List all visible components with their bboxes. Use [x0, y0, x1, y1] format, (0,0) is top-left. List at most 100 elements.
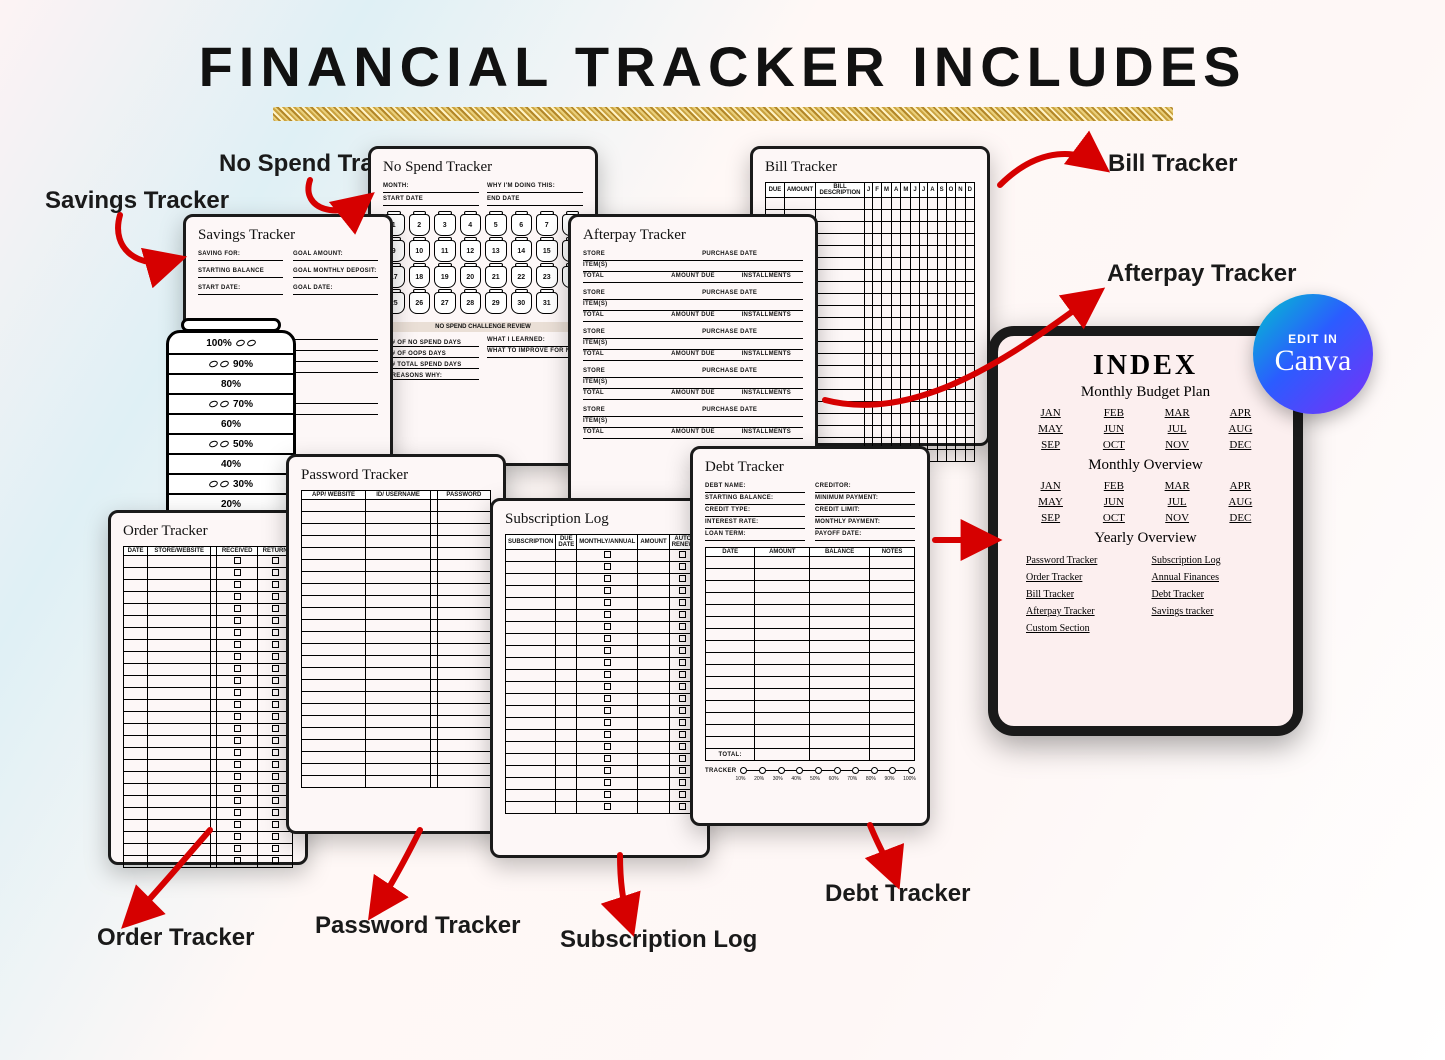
- index-month[interactable]: DEC: [1214, 439, 1267, 451]
- tracker-tick: 40%: [796, 767, 803, 774]
- jar-day-icon: 3: [434, 214, 456, 236]
- index-link[interactable]: Debt Tracker: [1152, 589, 1266, 600]
- table-row: [124, 700, 293, 712]
- index-month[interactable]: DEC: [1214, 512, 1267, 524]
- index-month[interactable]: JUL: [1151, 423, 1204, 435]
- jar-day-icon: 14: [511, 240, 533, 262]
- table-row: [302, 584, 491, 596]
- jar-level: 60%: [169, 413, 293, 433]
- bill-col: J: [864, 183, 872, 198]
- table-row: [706, 593, 915, 605]
- jar-level: 100%: [169, 333, 293, 353]
- table-row: [124, 736, 293, 748]
- index-month[interactable]: FEB: [1087, 407, 1140, 419]
- index-link[interactable]: [1152, 623, 1266, 634]
- table-row: [506, 574, 719, 586]
- table-row: [124, 796, 293, 808]
- col-header: DATE: [124, 547, 148, 556]
- no-spend-month: MONTH:: [383, 183, 409, 189]
- debt-field: CREDIT TYPE:: [705, 506, 805, 517]
- index-month[interactable]: OCT: [1087, 512, 1140, 524]
- table-row: [124, 760, 293, 772]
- index-month[interactable]: MAR: [1151, 480, 1204, 492]
- table-row: [506, 694, 719, 706]
- index-link[interactable]: Custom Section: [1026, 623, 1140, 634]
- jar-day-icon: 7: [536, 214, 558, 236]
- index-month[interactable]: FEB: [1087, 480, 1140, 492]
- index-link[interactable]: Afterpay Tracker: [1026, 606, 1140, 617]
- table-row: [124, 856, 293, 868]
- gold-rule: [273, 107, 1173, 121]
- table-row: [706, 629, 915, 641]
- index-month[interactable]: MAY: [1024, 496, 1077, 508]
- index-link[interactable]: Bill Tracker: [1026, 589, 1140, 600]
- table-row: [706, 641, 915, 653]
- afterpay-block: STOREPURCHASE DATEITEM(S)TOTALAMOUNT DUE…: [583, 406, 803, 439]
- tracker-tick: 60%: [834, 767, 841, 774]
- jar-day-icon: 20: [460, 266, 482, 288]
- bill-col: D: [965, 183, 974, 198]
- table-row: [706, 557, 915, 569]
- savings-title: Savings Tracker: [198, 227, 378, 244]
- index-link[interactable]: Subscription Log: [1152, 555, 1266, 566]
- index-month[interactable]: MAY: [1024, 423, 1077, 435]
- index-month[interactable]: JUN: [1087, 423, 1140, 435]
- index-month[interactable]: SEP: [1024, 439, 1077, 451]
- index-link[interactable]: Annual Finances: [1152, 572, 1266, 583]
- index-month[interactable]: AUG: [1214, 423, 1267, 435]
- index-sect3: Yearly Overview: [1016, 530, 1275, 547]
- index-link[interactable]: Savings tracker: [1152, 606, 1266, 617]
- index-month[interactable]: OCT: [1087, 439, 1140, 451]
- jar-day-icon: 19: [434, 266, 456, 288]
- index-month[interactable]: APR: [1214, 407, 1267, 419]
- sav-f4: START DATE:: [198, 285, 240, 291]
- index-month[interactable]: AUG: [1214, 496, 1267, 508]
- debt-title: Debt Tracker: [705, 459, 915, 476]
- table-row: [706, 701, 915, 713]
- table-row: [506, 718, 719, 730]
- jar-day-icon: 12: [460, 240, 482, 262]
- table-row: [302, 668, 491, 680]
- review-item: # OF OOPS DAYS: [383, 347, 479, 358]
- index-months-2: JAN FEB MAR APR MAY JUN JUL AUG SEP OCT NOV DEC: [1024, 480, 1267, 524]
- bill-col: M: [901, 183, 911, 198]
- table-row: [506, 586, 719, 598]
- index-month[interactable]: APR: [1214, 480, 1267, 492]
- index-month[interactable]: NOV: [1151, 439, 1204, 451]
- tracker-tick: 100%: [908, 767, 915, 774]
- col-header: SUBSCRIPTION: [506, 535, 556, 550]
- col-header: NOTES: [870, 548, 915, 557]
- debt-field: INTEREST RATE:: [705, 518, 805, 529]
- table-row: [124, 664, 293, 676]
- index-month[interactable]: JAN: [1024, 480, 1077, 492]
- table-row: [124, 556, 293, 568]
- index-links: Password Tracker Subscription Log Order Tr…: [1026, 555, 1265, 634]
- index-month[interactable]: JAN: [1024, 407, 1077, 419]
- index-link[interactable]: Order Tracker: [1026, 572, 1140, 583]
- table-row: [706, 605, 915, 617]
- table-row: [302, 776, 491, 788]
- no-spend-title: No Spend Tracker: [383, 159, 583, 176]
- index-link[interactable]: Password Tracker: [1026, 555, 1140, 566]
- jar-day-icon: 5: [485, 214, 507, 236]
- debt-field: PAYOFF DATE:: [815, 530, 915, 541]
- bill-col: N: [956, 183, 965, 198]
- bill-col: AMOUNT: [784, 183, 815, 198]
- table-row: [124, 832, 293, 844]
- table-row: [302, 560, 491, 572]
- jar-level: 80%: [169, 373, 293, 393]
- table-row: [302, 536, 491, 548]
- index-month[interactable]: NOV: [1151, 512, 1204, 524]
- index-month[interactable]: MAR: [1151, 407, 1204, 419]
- table-row: [506, 562, 719, 574]
- table-row: [506, 730, 719, 742]
- index-month[interactable]: JUL: [1151, 496, 1204, 508]
- index-month[interactable]: JUN: [1087, 496, 1140, 508]
- debt-field: MONTHLY PAYMENT:: [815, 518, 915, 529]
- index-month[interactable]: SEP: [1024, 512, 1077, 524]
- page-no-spend: No Spend Tracker MONTH: WHY I'M DOING TH…: [368, 146, 598, 466]
- page-bill-title: Bill Tracker: [765, 159, 975, 176]
- col-header: MONTHLY/ANNUAL: [577, 535, 638, 550]
- table-row: [302, 620, 491, 632]
- jar-level: 50%: [169, 433, 293, 453]
